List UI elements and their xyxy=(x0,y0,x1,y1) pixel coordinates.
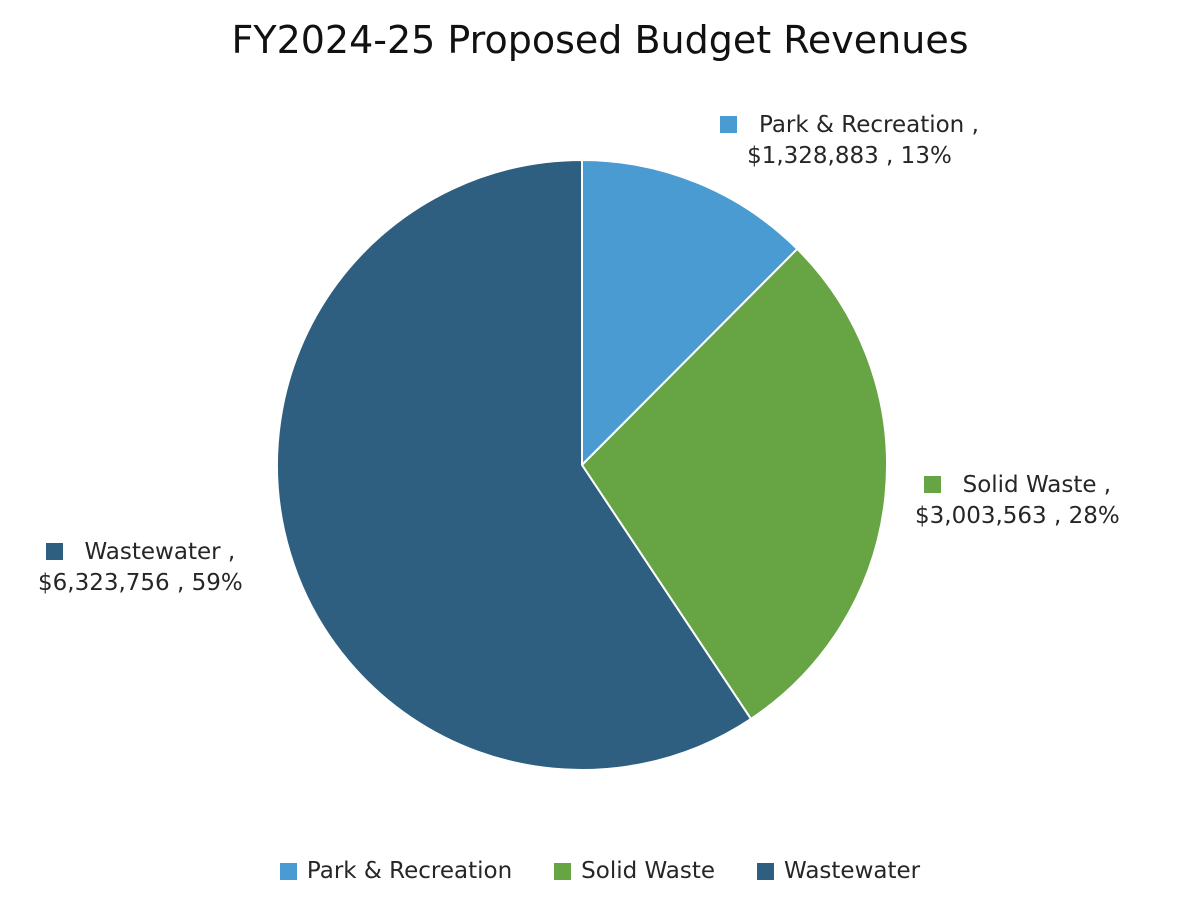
legend-item-park-recreation[interactable]: Park & Recreation xyxy=(279,858,513,884)
pie-slice-solid-waste[interactable] xyxy=(580,247,888,721)
legend-swatch-park-recreation xyxy=(279,862,297,880)
legend-item-wastewater[interactable]: Wastewater xyxy=(757,858,920,884)
data-label-swatch-park-recreation xyxy=(720,116,737,133)
legend-label-wastewater: Wastewater xyxy=(784,858,921,884)
data-label-park-recreation-value: $1,328,883 , 13% xyxy=(747,143,952,169)
data-label-solid-waste-name: Solid Waste , xyxy=(962,472,1112,498)
pie-slice-park-recreation[interactable] xyxy=(581,158,799,468)
legend-label-park-recreation: Park & Recreation xyxy=(306,858,513,884)
data-label-wastewater: Wastewater , $6,323,756 , 59% xyxy=(38,537,243,599)
pie-slice-wastewater[interactable] xyxy=(276,158,753,771)
data-label-wastewater-name: Wastewater , xyxy=(84,539,236,565)
legend-swatch-wastewater xyxy=(757,862,775,880)
data-label-wastewater-value: $6,323,756 , 59% xyxy=(38,570,243,596)
legend-label-solid-waste: Solid Waste xyxy=(581,858,716,884)
data-label-solid-waste: Solid Waste , $3,003,563 , 28% xyxy=(915,470,1120,532)
data-label-swatch-wastewater xyxy=(45,543,63,560)
chart-title: FY2024-25 Proposed Budget Revenues xyxy=(231,18,969,62)
data-label-solid-waste-value: $3,003,563 , 28% xyxy=(915,503,1120,529)
data-label-park-recreation: Park & Recreation , $1,328,883 , 13% xyxy=(720,110,979,172)
data-label-park-recreation-name: Park & Recreation , xyxy=(759,112,979,138)
legend-swatch-solid-waste xyxy=(554,862,572,880)
chart-legend: Park & Recreation Solid Waste Wastewater xyxy=(0,858,1200,884)
legend-item-solid-waste[interactable]: Solid Waste xyxy=(554,858,715,884)
data-label-swatch-solid-waste xyxy=(923,476,941,493)
